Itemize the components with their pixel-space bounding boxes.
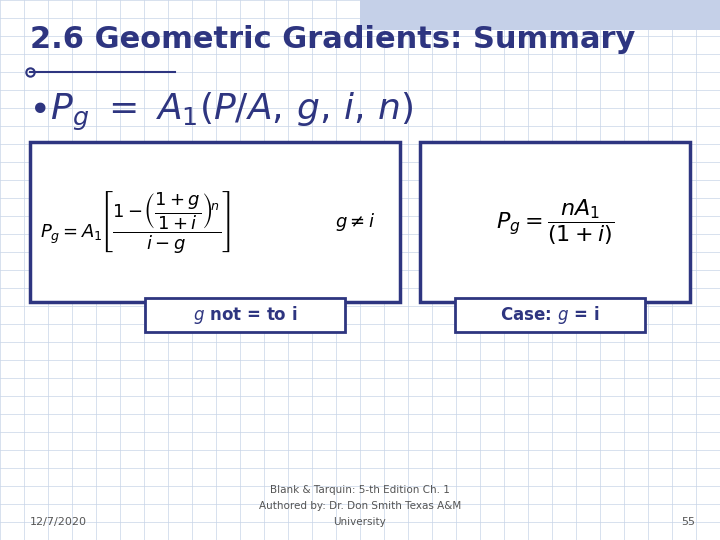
Text: Authored by: Dr. Don Smith Texas A&M: Authored by: Dr. Don Smith Texas A&M (259, 501, 461, 511)
FancyBboxPatch shape (30, 142, 400, 302)
FancyBboxPatch shape (360, 0, 720, 30)
Text: University: University (333, 517, 387, 527)
Text: $\bullet P_g\ =\ A_1(P/A,\,g,\,i,\,n)$: $\bullet P_g\ =\ A_1(P/A,\,g,\,i,\,n)$ (28, 91, 414, 133)
Text: $g$ not = to i: $g$ not = to i (193, 304, 297, 326)
Text: 12/7/2020: 12/7/2020 (30, 517, 87, 527)
FancyBboxPatch shape (145, 298, 345, 332)
Text: Case: $g$ = i: Case: $g$ = i (500, 304, 600, 326)
Text: $g \neq i$: $g \neq i$ (335, 211, 375, 233)
Text: 2.6 Geometric Gradients: Summary: 2.6 Geometric Gradients: Summary (30, 25, 635, 55)
Text: $P_g = \dfrac{nA_1}{(1+i)}$: $P_g = \dfrac{nA_1}{(1+i)}$ (496, 197, 614, 247)
Text: $P_g = A_1\!\left[\dfrac{1-\!\left(\dfrac{1+g}{1+i}\right)^{\!n}}{i-g}\right]$: $P_g = A_1\!\left[\dfrac{1-\!\left(\dfra… (40, 189, 231, 255)
FancyBboxPatch shape (455, 298, 645, 332)
FancyBboxPatch shape (420, 142, 690, 302)
Text: Blank & Tarquin: 5-th Edition Ch. 1: Blank & Tarquin: 5-th Edition Ch. 1 (270, 485, 450, 495)
Text: 55: 55 (681, 517, 695, 527)
